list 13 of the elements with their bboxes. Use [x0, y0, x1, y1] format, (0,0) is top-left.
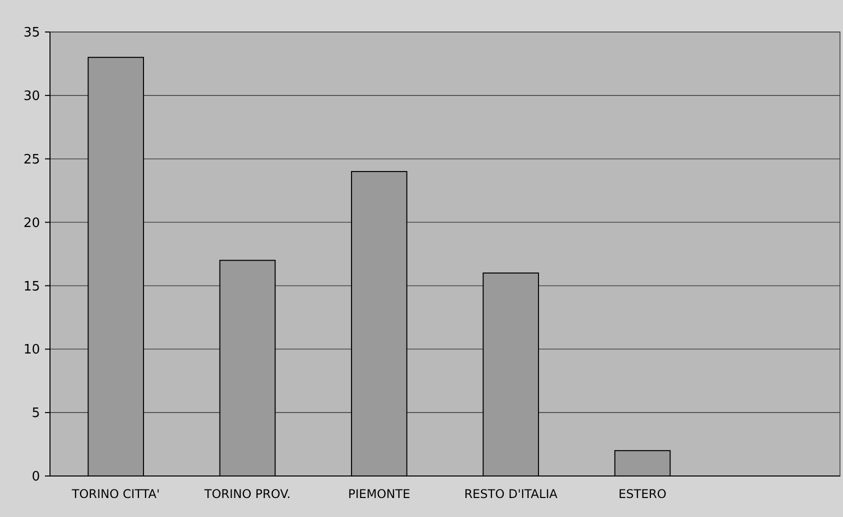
y-tick-label: 15 — [23, 279, 40, 294]
x-tick-label: TORINO PROV. — [203, 487, 291, 501]
x-tick-label: TORINO CITTA' — [70, 487, 160, 501]
y-tick-label: 20 — [23, 216, 40, 231]
y-tick-label: 30 — [23, 88, 40, 104]
x-tick-label: ESTERO — [618, 487, 666, 501]
y-tick-label: 25 — [23, 152, 40, 168]
x-tick-label: RESTO D'ITALIA — [464, 487, 558, 501]
y-tick-label: 10 — [23, 342, 40, 358]
x-tick-label: PIEMONTE — [348, 487, 410, 501]
y-tick-label: 35 — [23, 26, 40, 41]
y-tick-label: 5 — [32, 406, 40, 422]
y-tick-label: 0 — [32, 470, 40, 485]
